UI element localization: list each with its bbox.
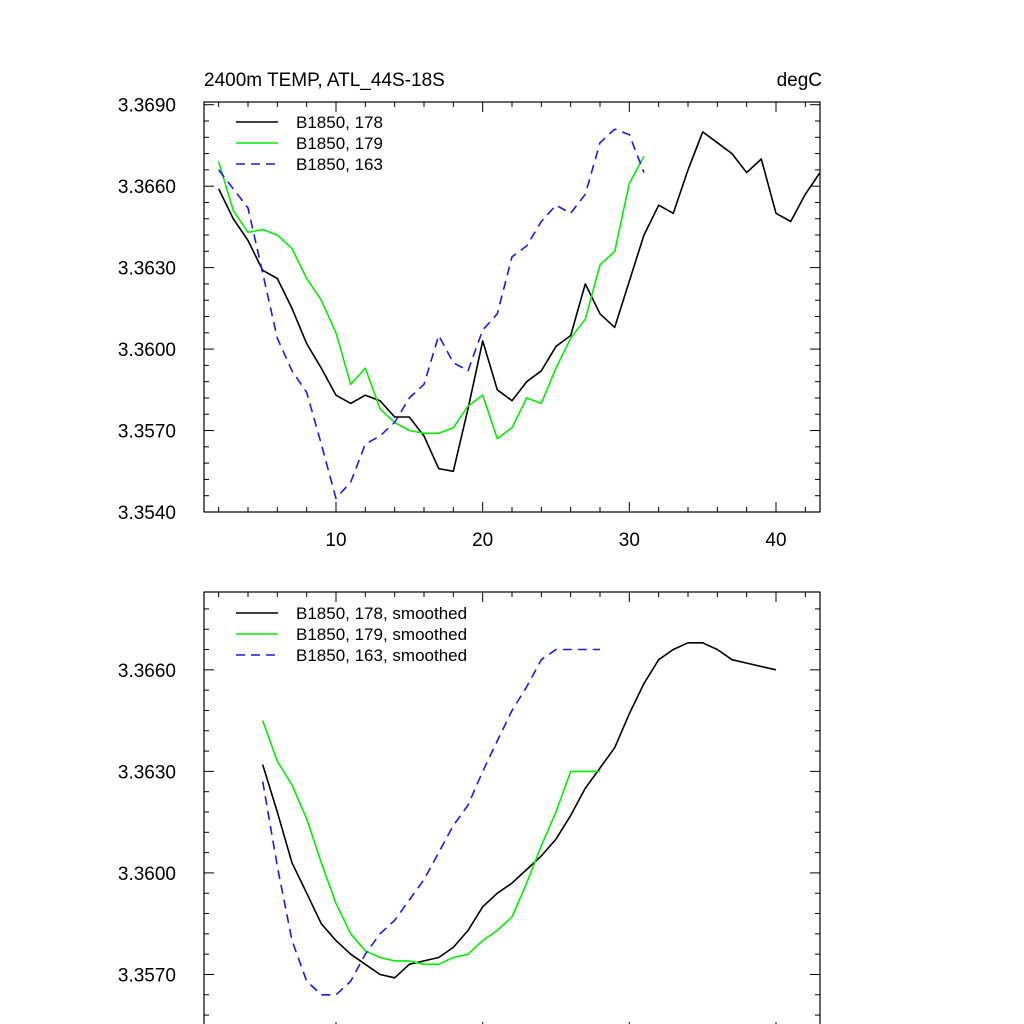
bottom-legend: B1850, 178, smoothed B1850, 179, smoothed… [236,604,467,665]
bottom-panel: 3.3570 3.3600 3.3630 3.3660 B1850, 178, smo… [118,591,821,1024]
y-tick-label: 3.3540 [118,503,176,524]
x-tick-label: 30 [619,530,640,551]
top-series-lines [217,128,821,500]
legend-label: B1850, 178 [296,113,383,132]
y-tick-label: 3.3660 [118,177,176,198]
y-tick-label: 3.3630 [118,259,176,280]
y-tick-label: 3.3570 [118,422,176,443]
chart-title: 2400m TEMP, ATL_44S-18S [204,70,445,91]
x-tick-label: 10 [325,530,346,551]
legend-label: B1850, 178, smoothed [296,604,467,623]
y-tick-label: 3.3660 [118,661,176,682]
legend-label: B1850, 163 [296,155,383,174]
top-legend: B1850, 178 B1850, 179 B1850, 163 [236,113,383,174]
y-tick-label: 3.3690 [118,96,176,117]
units-label: degC [777,70,822,91]
top-panel: 2400m TEMP, ATL_44S-18S degC 10 20 30 40 3.3… [118,70,822,551]
y-tick-label: 3.3630 [118,762,176,783]
series-line-b1850-179-smoothed [261,720,600,966]
bottom-axis-ticks: 3.3570 3.3600 3.3630 3.3660 [118,592,820,1024]
bottom-series-lines [261,641,777,996]
series-line-b1850-178 [217,131,821,473]
series-line-b1850-163 [218,128,645,500]
x-tick-label: 20 [472,530,493,551]
legend-label: B1850, 179, smoothed [296,625,467,644]
series-line-b1850-163-smoothed [261,648,600,996]
x-tick-label: 40 [765,530,786,551]
legend-label: B1850, 163, smoothed [296,646,467,665]
y-tick-label: 3.3600 [118,340,176,361]
series-line-b1850-178-smoothed [261,641,777,979]
y-tick-label: 3.3600 [118,864,176,885]
legend-label: B1850, 179 [296,134,383,153]
y-tick-label: 3.3570 [118,965,176,986]
top-axis-ticks: 10 20 30 40 3.3540 3.3570 3.3600 3.3630 3.3660 3.… [118,96,820,551]
series-line-b1850-179 [217,155,645,440]
